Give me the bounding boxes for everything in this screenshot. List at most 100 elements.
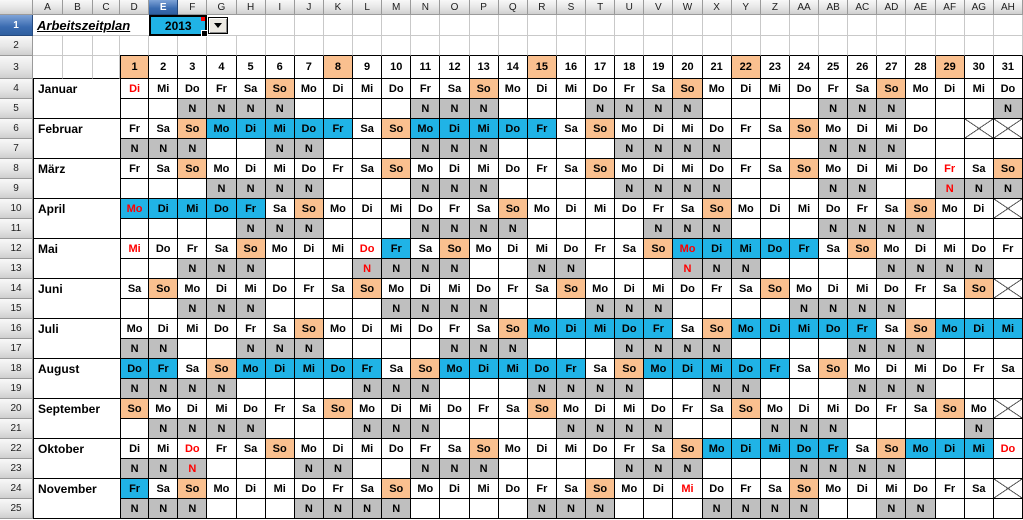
- cell-November-8[interactable]: Fr: [323, 479, 354, 499]
- night-cell-August-3[interactable]: N: [178, 379, 208, 399]
- night-cell-Mai-3[interactable]: N: [178, 259, 208, 279]
- empty-cell[interactable]: [644, 36, 674, 56]
- night-cell-Juni-2[interactable]: [149, 299, 179, 319]
- empty-cell[interactable]: [236, 15, 266, 36]
- column-header-Q[interactable]: Q: [498, 0, 528, 15]
- empty-cell[interactable]: [93, 56, 120, 79]
- cell-April-4[interactable]: Do: [207, 199, 237, 219]
- fill-handle[interactable]: [201, 30, 209, 37]
- cell-Juni-9[interactable]: So: [353, 279, 383, 299]
- night-cell-Januar-17[interactable]: N: [586, 99, 616, 119]
- cell-Februar-25[interactable]: Mo: [819, 119, 849, 139]
- column-header-J[interactable]: J: [294, 0, 324, 15]
- day-header-31[interactable]: 31: [993, 56, 1023, 79]
- day-header-24[interactable]: 24: [789, 56, 820, 79]
- column-header-O[interactable]: O: [440, 0, 470, 15]
- column-header-AD[interactable]: AD: [877, 0, 907, 15]
- night-cell-Januar-11[interactable]: N: [411, 99, 441, 119]
- day-header-28[interactable]: 28: [906, 56, 936, 79]
- column-header-C[interactable]: C: [93, 0, 120, 15]
- row-header-3[interactable]: 3: [0, 56, 33, 79]
- night-cell-August-8[interactable]: [323, 379, 354, 399]
- cell-Februar-24[interactable]: So: [789, 119, 820, 139]
- empty-cell[interactable]: [527, 15, 557, 36]
- night-cell-Februar-31[interactable]: [993, 139, 1023, 159]
- night-cell-Juni-27[interactable]: N: [877, 299, 907, 319]
- night-cell-April-30[interactable]: [964, 219, 994, 239]
- cell-November-17[interactable]: So: [586, 479, 616, 499]
- cell-Oktober-1[interactable]: Di: [120, 439, 150, 459]
- night-cell-Februar-6[interactable]: N: [265, 139, 295, 159]
- night-cell-April-27[interactable]: N: [877, 219, 907, 239]
- night-cell-Januar-19[interactable]: N: [644, 99, 674, 119]
- night-cell-Juni-26[interactable]: N: [848, 299, 878, 319]
- cell-Juni-21[interactable]: Fr: [702, 279, 732, 299]
- cell-Mai-30[interactable]: Do: [964, 239, 994, 259]
- cell-Oktober-13[interactable]: So: [469, 439, 499, 459]
- night-cell-April-20[interactable]: N: [673, 219, 703, 239]
- cell-Juni-31[interactable]: [993, 279, 1023, 299]
- night-cell-November-27[interactable]: N: [877, 499, 907, 519]
- night-cell-März-24[interactable]: [789, 179, 820, 199]
- night-cell-April-24[interactable]: [789, 219, 820, 239]
- cell-März-26[interactable]: Di: [848, 159, 878, 179]
- night-cell-November-4[interactable]: [207, 499, 237, 519]
- cell-Oktober-26[interactable]: Sa: [848, 439, 878, 459]
- cell-Mai-22[interactable]: Mi: [731, 239, 761, 259]
- cell-Juli-30[interactable]: Di: [964, 319, 994, 339]
- day-header-13[interactable]: 13: [469, 56, 499, 79]
- row-header-7[interactable]: 7: [0, 139, 33, 159]
- column-header-AF[interactable]: AF: [935, 0, 965, 15]
- empty-cell[interactable]: [760, 15, 790, 36]
- night-cell-Oktober-6[interactable]: [265, 459, 295, 479]
- night-cell-November-23[interactable]: N: [760, 499, 790, 519]
- night-cell-Februar-8[interactable]: [323, 139, 354, 159]
- night-cell-Januar-27[interactable]: N: [877, 99, 907, 119]
- night-cell-Oktober-27[interactable]: N: [877, 459, 907, 479]
- night-cell-August-9[interactable]: N: [353, 379, 383, 399]
- cell-August-2[interactable]: Fr: [149, 359, 179, 379]
- night-cell-Oktober-20[interactable]: N: [673, 459, 703, 479]
- cell-April-1[interactable]: Mo: [120, 199, 150, 219]
- cell-Januar-20[interactable]: So: [673, 79, 703, 99]
- cell-Februar-7[interactable]: Do: [294, 119, 324, 139]
- night-cell-Juni-6[interactable]: [265, 299, 295, 319]
- cell-August-14[interactable]: Mi: [498, 359, 528, 379]
- column-header-AA[interactable]: AA: [789, 0, 820, 15]
- cell-August-20[interactable]: Di: [673, 359, 703, 379]
- empty-cell[interactable]: [906, 36, 936, 56]
- night-cell-Oktober-5[interactable]: [236, 459, 266, 479]
- cell-März-30[interactable]: Sa: [964, 159, 994, 179]
- night-cell-Juli-4[interactable]: [207, 339, 237, 359]
- empty-cell[interactable]: [819, 15, 849, 36]
- night-cell-September-17[interactable]: N: [586, 419, 616, 439]
- cell-April-22[interactable]: Mo: [731, 199, 761, 219]
- night-cell-Oktober-25[interactable]: N: [819, 459, 849, 479]
- cell-Januar-21[interactable]: Mo: [702, 79, 732, 99]
- night-cell-November-28[interactable]: N: [906, 499, 936, 519]
- night-cell-September-20[interactable]: [673, 419, 703, 439]
- cell-September-31[interactable]: [993, 399, 1023, 419]
- empty-cell[interactable]: [323, 15, 354, 36]
- cell-August-27[interactable]: Di: [877, 359, 907, 379]
- cell-September-12[interactable]: Do: [440, 399, 470, 419]
- night-cell-Oktober-8[interactable]: N: [323, 459, 354, 479]
- night-cell-April-28[interactable]: N: [906, 219, 936, 239]
- cell-August-31[interactable]: Sa: [993, 359, 1023, 379]
- cell-Oktober-8[interactable]: Di: [323, 439, 354, 459]
- night-cell-November-2[interactable]: N: [149, 499, 179, 519]
- night-cell-Januar-20[interactable]: N: [673, 99, 703, 119]
- cell-Oktober-24[interactable]: Do: [789, 439, 820, 459]
- night-cell-November-12[interactable]: [440, 499, 470, 519]
- night-cell-Juli-14[interactable]: N: [498, 339, 528, 359]
- cell-September-18[interactable]: Mi: [615, 399, 645, 419]
- cell-April-12[interactable]: Fr: [440, 199, 470, 219]
- cell-April-23[interactable]: Di: [760, 199, 790, 219]
- night-cell-Juni-9[interactable]: [353, 299, 383, 319]
- night-cell-Mai-11[interactable]: N: [411, 259, 441, 279]
- cell-Juli-4[interactable]: Do: [207, 319, 237, 339]
- empty-cell[interactable]: [673, 36, 703, 56]
- cell-Mai-21[interactable]: Di: [702, 239, 732, 259]
- column-header-D[interactable]: D: [120, 0, 150, 15]
- cell-September-21[interactable]: Sa: [702, 399, 732, 419]
